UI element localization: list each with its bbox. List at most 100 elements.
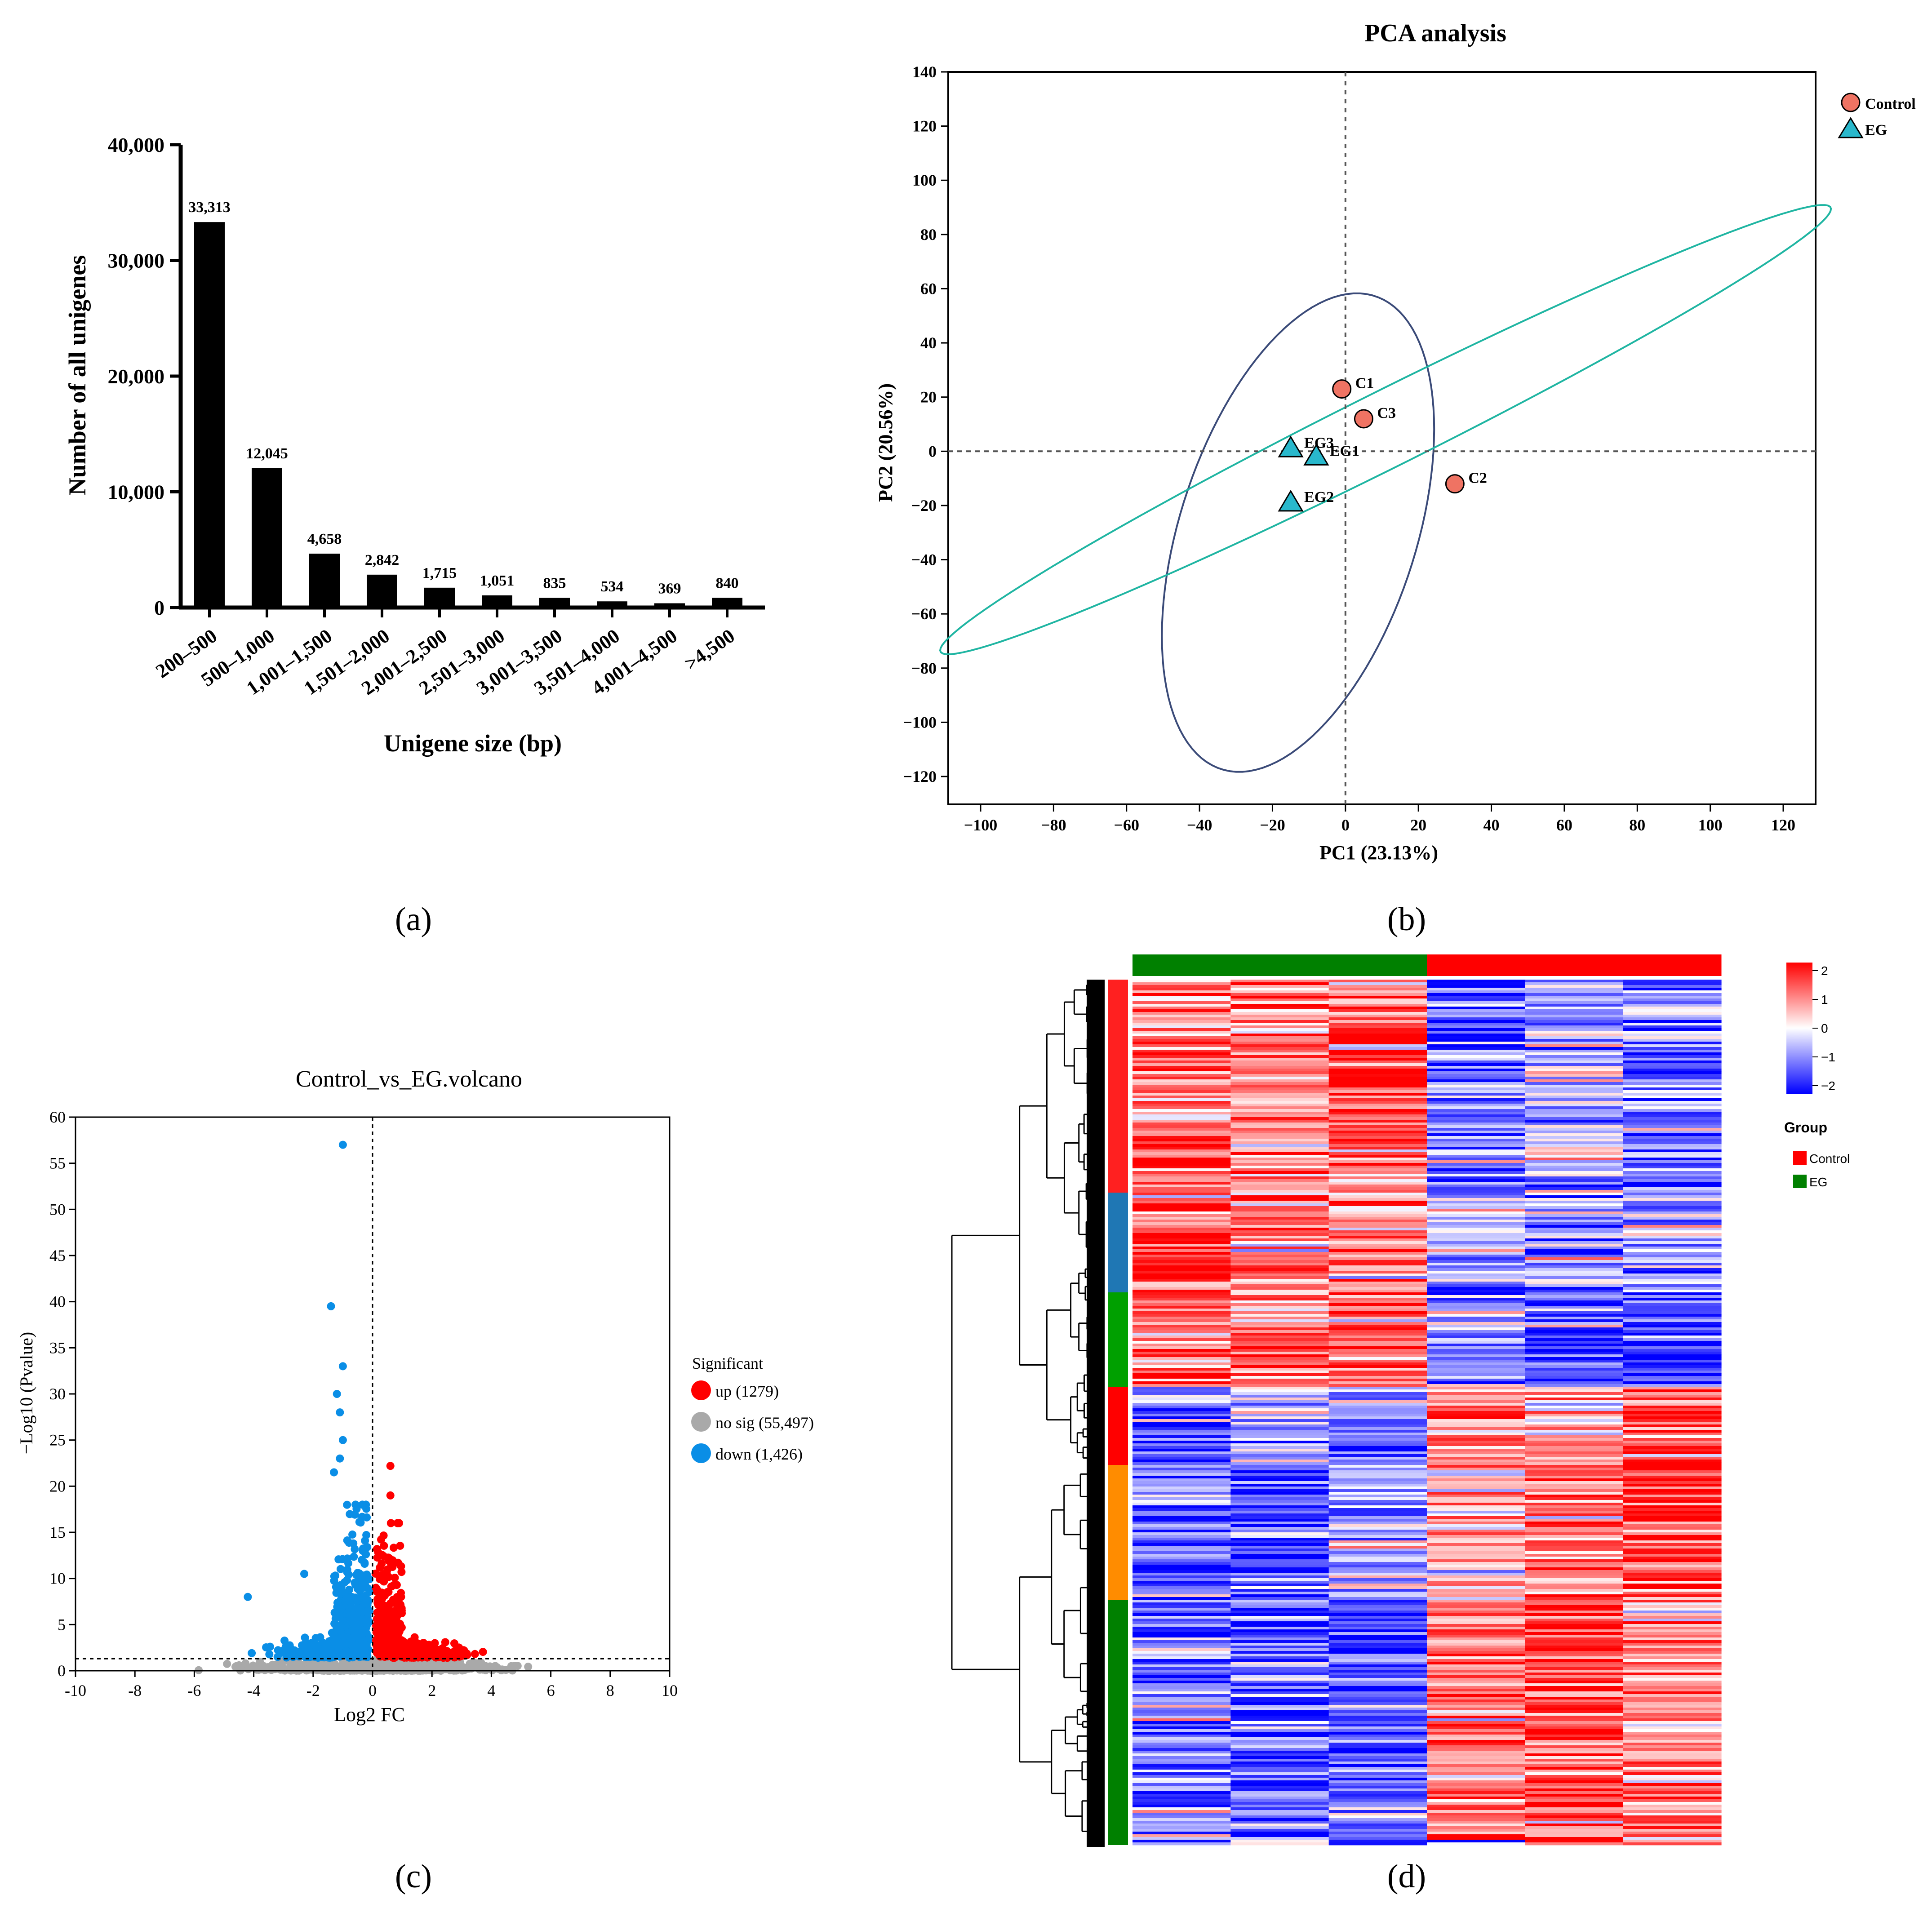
color-scale-legend: 210−1−2 bbox=[1786, 963, 1835, 1094]
heatmap-cell bbox=[1133, 1438, 1231, 1441]
heatmap-cell bbox=[1623, 1551, 1722, 1554]
heatmap-cell bbox=[1427, 1608, 1525, 1611]
heatmap-cell bbox=[1525, 1673, 1624, 1676]
heatmap-cell bbox=[1230, 1621, 1329, 1624]
heatmap-cell bbox=[1133, 1004, 1231, 1007]
heatmap-cell bbox=[1427, 1104, 1525, 1107]
y-tick-label: 40,000 bbox=[108, 133, 165, 156]
heatmap-cell bbox=[1525, 1624, 1624, 1627]
heatmap-cell bbox=[1230, 1573, 1329, 1576]
heatmap-cell bbox=[1328, 1567, 1427, 1571]
heatmap-cell bbox=[1328, 1007, 1427, 1010]
heatmap-cell bbox=[1623, 1721, 1722, 1724]
gene-point-down bbox=[360, 1599, 369, 1608]
heatmap-cell bbox=[1133, 1478, 1231, 1482]
heatmap-cell bbox=[1525, 1039, 1624, 1042]
heatmap-cell bbox=[1328, 1764, 1427, 1767]
heatmap-cell bbox=[1230, 988, 1329, 991]
heatmap-cell bbox=[1427, 1211, 1525, 1215]
heatmap-cell bbox=[1427, 1327, 1525, 1331]
heatmap-cell bbox=[1328, 1457, 1427, 1460]
heatmap-cell bbox=[1328, 1257, 1427, 1260]
heatmap-cell bbox=[1133, 1656, 1231, 1660]
heatmap-cell bbox=[1623, 1686, 1722, 1689]
heatmap-cell bbox=[1328, 1379, 1427, 1382]
heatmap-cell bbox=[1328, 1174, 1427, 1177]
heatmap-cell bbox=[1427, 1292, 1525, 1296]
heatmap-cell bbox=[1427, 1470, 1525, 1473]
heatmap-cell bbox=[1427, 1255, 1525, 1258]
heatmap-cell bbox=[1623, 1673, 1722, 1676]
heatmap-cell bbox=[1427, 1349, 1525, 1352]
color-scale-label: −1 bbox=[1821, 1050, 1835, 1064]
heatmap-cell bbox=[1525, 1632, 1624, 1635]
heatmap-cell bbox=[1427, 1241, 1525, 1244]
heatmap-cell bbox=[1133, 1039, 1231, 1042]
heatmap-cell bbox=[1133, 1174, 1231, 1177]
heatmap-cell bbox=[1328, 1416, 1427, 1420]
panel-label-a: (a) bbox=[395, 901, 432, 938]
heatmap-cell bbox=[1328, 1131, 1427, 1134]
heatmap-cell bbox=[1328, 1481, 1427, 1484]
heatmap-cell bbox=[1525, 1578, 1624, 1581]
heatmap-cell bbox=[1230, 1039, 1329, 1042]
heatmap-cell bbox=[1525, 1198, 1624, 1201]
heatmap-cell bbox=[1623, 1090, 1722, 1093]
row-cluster bbox=[1108, 1387, 1128, 1465]
heatmap-cell bbox=[1133, 1589, 1231, 1592]
heatmap-cell bbox=[1133, 1788, 1231, 1792]
heatmap-cell bbox=[1328, 1503, 1427, 1506]
heatmap-cell bbox=[1328, 1220, 1427, 1223]
color-scale-bar bbox=[1786, 963, 1812, 1094]
heatmap-cell bbox=[1525, 1055, 1624, 1058]
y-tick-label: 20 bbox=[920, 388, 937, 406]
heatmap-cell bbox=[1133, 1740, 1231, 1743]
heatmap-cell bbox=[1133, 1354, 1231, 1358]
heatmap-cell bbox=[1525, 1052, 1624, 1056]
heatmap-cell bbox=[1230, 1664, 1329, 1668]
heatmap-cell bbox=[1230, 1069, 1329, 1072]
heatmap-cell bbox=[1230, 1726, 1329, 1730]
heatmap-cell bbox=[1328, 1837, 1427, 1840]
heatmap-cell bbox=[1230, 1554, 1329, 1557]
heatmap-cell bbox=[1427, 1832, 1525, 1835]
heatmap-cell bbox=[1525, 1263, 1624, 1266]
heatmap-cell bbox=[1623, 1540, 1722, 1544]
heatmap-cell bbox=[1623, 1093, 1722, 1096]
heatmap-cell bbox=[1328, 1775, 1427, 1778]
x-tick-label: 40 bbox=[1483, 816, 1500, 834]
heatmap-cell bbox=[1230, 1071, 1329, 1074]
gene-point-up bbox=[378, 1633, 386, 1641]
heatmap-cell bbox=[1623, 1675, 1722, 1678]
heatmap-cell bbox=[1525, 1705, 1624, 1708]
heatmap-cell bbox=[1427, 1640, 1525, 1643]
heatmap-cell bbox=[1133, 1255, 1231, 1258]
heatmap-cell bbox=[1623, 1697, 1722, 1700]
heatmap-cell bbox=[1230, 1656, 1329, 1660]
heatmap-cell bbox=[1525, 1079, 1624, 1083]
heatmap-cell bbox=[1133, 1535, 1231, 1538]
heatmap-cell bbox=[1328, 1513, 1427, 1517]
heatmap-cell bbox=[1623, 1708, 1722, 1711]
heatmap-cell bbox=[1623, 1438, 1722, 1441]
heatmap-cell bbox=[1525, 1522, 1624, 1525]
heatmap-cell bbox=[1328, 1619, 1427, 1622]
heatmap-cell bbox=[1427, 1060, 1525, 1064]
heatmap-cell bbox=[1427, 1163, 1525, 1166]
gene-point-up bbox=[376, 1563, 384, 1572]
heatmap-cell bbox=[1525, 1074, 1624, 1077]
heatmap-cell bbox=[1427, 1721, 1525, 1724]
x-tick-label: −80 bbox=[1041, 816, 1066, 834]
heatmap-cell bbox=[1230, 1211, 1329, 1215]
heatmap-cell bbox=[1525, 1292, 1624, 1296]
heatmap-cell bbox=[1133, 1042, 1231, 1045]
heatmap-cell bbox=[1133, 1163, 1231, 1166]
heatmap-cell bbox=[1623, 1621, 1722, 1624]
heatmap-cell bbox=[1427, 1740, 1525, 1743]
heatmap-cell bbox=[1328, 1562, 1427, 1565]
heatmap-cell bbox=[1525, 1570, 1624, 1573]
heatmap-cell bbox=[1525, 1729, 1624, 1732]
heatmap-cell bbox=[1623, 1508, 1722, 1511]
heatmap-cell bbox=[1328, 1015, 1427, 1018]
